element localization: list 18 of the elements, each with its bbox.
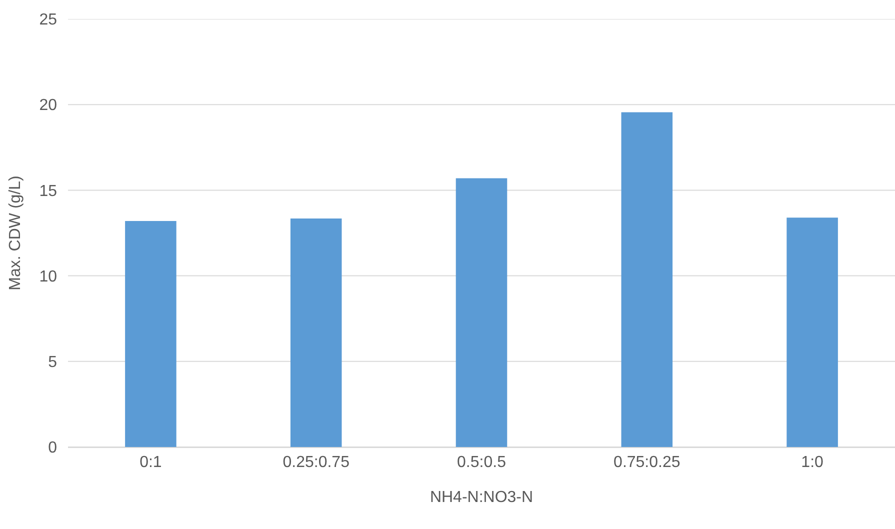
bar bbox=[456, 178, 508, 447]
y-tick-label: 5 bbox=[48, 354, 58, 371]
x-tick-label: 0.5:0.5 bbox=[457, 454, 506, 472]
bar bbox=[290, 218, 342, 447]
y-tick-label: 0 bbox=[48, 440, 58, 457]
bar bbox=[621, 112, 673, 447]
x-tick-label: 0:1 bbox=[140, 454, 162, 472]
x-tick-label: 0.25:0.75 bbox=[282, 454, 350, 472]
y-tick-label: 25 bbox=[39, 12, 58, 29]
bar bbox=[125, 221, 176, 447]
y-tick-label: 10 bbox=[39, 268, 58, 286]
y-tick-label: 15 bbox=[39, 182, 58, 200]
bar bbox=[786, 218, 838, 447]
y-axis-title: Max. CDW (g/L) bbox=[7, 176, 24, 290]
x-axis-title: NH4-N:NO3-N bbox=[430, 488, 534, 506]
x-tick-label: 0.75:0.25 bbox=[614, 454, 680, 472]
x-tick-label: 1:0 bbox=[801, 454, 824, 472]
y-tick-label: 20 bbox=[39, 97, 58, 114]
